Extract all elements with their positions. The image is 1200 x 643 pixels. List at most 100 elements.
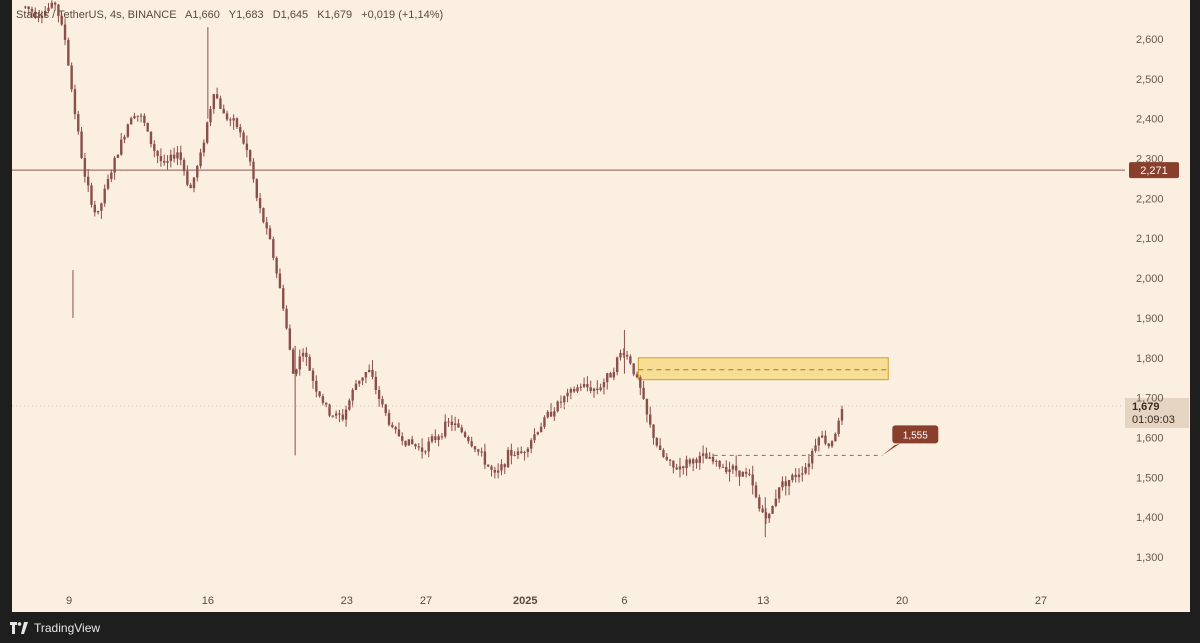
candle-body: [451, 422, 453, 425]
candle-body: [394, 427, 396, 429]
candle-body: [411, 439, 413, 444]
x-tick-label: 9: [66, 595, 72, 607]
candle-body: [841, 409, 843, 421]
tradingview-logo[interactable]: TradingView: [10, 621, 100, 635]
candle-body: [414, 444, 416, 446]
candle-body: [692, 459, 694, 463]
candle-body: [523, 452, 525, 453]
candle-body: [77, 114, 79, 131]
candle-body: [242, 132, 244, 143]
open-value: A1,660: [185, 9, 220, 21]
candle-body: [70, 65, 72, 89]
candle-body: [87, 177, 89, 186]
candle-body: [785, 481, 787, 486]
candle-body: [437, 436, 439, 440]
candle-body: [424, 451, 426, 452]
close-value: K1,679: [317, 9, 352, 21]
candle-body: [140, 116, 142, 117]
y-tick-label: 1,300: [1136, 552, 1164, 564]
candle-body: [272, 239, 274, 258]
candle-body: [484, 451, 486, 464]
candle-body: [761, 509, 763, 513]
candle-body: [752, 475, 754, 486]
candle-body: [74, 89, 76, 114]
candle-body: [246, 144, 248, 151]
x-tick-label: 16: [202, 595, 214, 607]
candle-body: [137, 116, 139, 117]
candle-body: [209, 109, 211, 122]
candle-body: [669, 460, 671, 461]
candle-body: [712, 457, 714, 462]
candle-body: [305, 353, 307, 357]
candle-body: [54, 3, 56, 5]
candle-body: [517, 451, 519, 455]
change-value: +0,019 (+1,14%): [361, 9, 443, 21]
candle-body: [404, 441, 406, 446]
candle-body: [348, 400, 350, 409]
candle-body: [609, 373, 611, 377]
chart-area[interactable]: 2,271 1,679 01:09:03 1,555 2,600 2,500 2,400 2…: [12, 0, 1190, 612]
candle-body: [239, 127, 241, 132]
candle-body: [110, 173, 112, 179]
candle-body: [325, 403, 327, 405]
candle-body: [477, 449, 479, 451]
candle-body: [289, 328, 291, 349]
footer-bar: TradingView: [0, 612, 1200, 643]
candle-body: [335, 413, 337, 415]
candle-body: [262, 208, 264, 222]
y-tick-label: 2,500: [1136, 74, 1164, 86]
target-label: 1,555: [903, 430, 928, 441]
candle-body: [467, 437, 469, 441]
candle-body: [632, 363, 634, 374]
candle-body: [586, 384, 588, 387]
candle-body: [282, 288, 284, 309]
candle-body: [778, 487, 780, 498]
candle-body: [266, 222, 268, 228]
candle-body: [315, 381, 317, 392]
candle-body: [490, 466, 492, 469]
candle-body: [256, 179, 258, 198]
candle-body: [447, 422, 449, 423]
candle-body: [206, 122, 208, 142]
candle-body: [639, 377, 641, 388]
candle-body: [302, 353, 304, 357]
candle-body: [722, 467, 724, 468]
candle-body: [444, 422, 446, 437]
candle-body: [837, 421, 839, 434]
candle-body: [758, 497, 760, 508]
y-tick-label: 2,000: [1136, 273, 1164, 285]
y-tick-label: 2,400: [1136, 114, 1164, 126]
candle-body: [193, 177, 195, 188]
candle-body: [801, 473, 803, 474]
candle-body: [695, 459, 697, 463]
candle-body: [814, 445, 816, 450]
candles: [24, 0, 843, 537]
candle-body: [279, 274, 281, 289]
candle-body: [504, 464, 506, 467]
candle-body: [702, 453, 704, 456]
candle-body: [735, 466, 737, 471]
candle-body: [285, 309, 287, 329]
candle-body: [408, 439, 410, 445]
x-tick-label: 2025: [513, 595, 537, 607]
candle-body: [480, 451, 482, 452]
candle-body: [732, 466, 734, 470]
candle-body: [768, 514, 770, 519]
candle-body: [104, 189, 106, 204]
price-lines: 2,2711,67901:09:031,555: [12, 162, 1189, 455]
candle-body: [666, 457, 668, 460]
y-tick-label: 1,700: [1136, 393, 1164, 405]
candle-body: [80, 132, 82, 159]
candle-body: [100, 203, 102, 210]
candle-body: [593, 389, 595, 391]
candle-body: [196, 166, 198, 177]
candle-body: [828, 444, 830, 447]
x-tick-label: 6: [621, 595, 627, 607]
candle-body: [533, 434, 535, 440]
candle-body: [745, 472, 747, 474]
symbol-header: Stacks / TetherUS, 4s, BINANCE A1,660 Y1…: [16, 9, 449, 21]
candle-body: [345, 410, 347, 420]
candle-body: [718, 461, 720, 467]
